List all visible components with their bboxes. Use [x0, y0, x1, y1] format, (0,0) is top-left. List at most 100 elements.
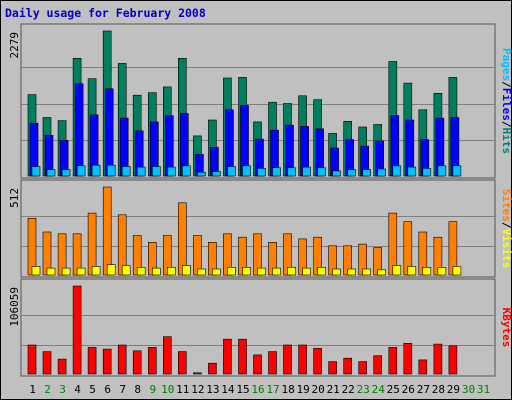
- x-tick-day-13: 13: [206, 383, 219, 396]
- bar-sites-day-7: [121, 265, 131, 276]
- x-tick-day-31: 31: [477, 383, 490, 396]
- bar-kbytes-day-5: [87, 347, 97, 375]
- x-tick-day-15: 15: [236, 383, 249, 396]
- bar-kbytes-day-7: [117, 344, 127, 375]
- x-tick-day-1: 1: [29, 383, 36, 396]
- legend-sites: Sites: [500, 189, 512, 222]
- x-tick-day-29: 29: [447, 383, 460, 396]
- x-tick-day-7: 7: [119, 383, 126, 396]
- pages-files-hits-ymax-label: 2279: [8, 32, 21, 59]
- bar-pages-day-11: [182, 165, 191, 177]
- bar-pages-day-25: [392, 165, 402, 177]
- bar-files-day-6: [104, 88, 114, 177]
- bar-kbytes-day-24: [373, 355, 383, 375]
- bar-kbytes-day-4: [72, 285, 82, 375]
- bar-kbytes-day-13: [208, 362, 217, 375]
- bar-pages-day-15: [242, 165, 251, 177]
- bar-pages-day-17: [272, 167, 281, 177]
- bar-sites-day-29: [452, 266, 462, 276]
- bar-pages-day-10: [167, 166, 176, 177]
- bar-pages-day-28: [437, 165, 447, 177]
- legend-hits: Hits: [500, 128, 512, 155]
- bar-sites-day-6: [106, 264, 116, 276]
- legend-kbytes: KBytes: [500, 308, 512, 348]
- visits-sites-ymax-label: 512: [8, 188, 21, 208]
- bar-pages-day-13: [212, 171, 221, 177]
- bar-visits-day-6: [102, 186, 112, 276]
- bar-pages-day-16: [257, 168, 266, 177]
- bar-sites-day-19: [302, 267, 311, 276]
- bar-pages-day-14: [227, 166, 236, 177]
- x-tick-day-8: 8: [134, 383, 141, 396]
- bar-sites-day-4: [76, 267, 86, 276]
- bar-sites-day-15: [242, 266, 251, 276]
- bar-pages-day-20: [317, 167, 326, 177]
- bar-pages-day-5: [91, 164, 101, 177]
- bar-kbytes-day-8: [132, 350, 142, 375]
- x-tick-day-4: 4: [74, 383, 81, 396]
- bar-kbytes-day-3: [57, 358, 67, 375]
- x-tick-day-26: 26: [402, 383, 415, 396]
- x-tick-day-27: 27: [417, 383, 430, 396]
- bar-kbytes-day-27: [418, 359, 428, 375]
- bar-kbytes-day-11: [178, 351, 187, 375]
- bar-sites-day-8: [136, 266, 146, 276]
- bar-pages-day-24: [377, 168, 387, 177]
- bar-sites-day-22: [347, 268, 357, 276]
- bar-pages-day-22: [347, 169, 357, 177]
- bar-sites-day-26: [407, 266, 417, 276]
- bar-kbytes-day-16: [253, 354, 262, 375]
- x-tick-day-19: 19: [296, 383, 309, 396]
- bar-kbytes-day-19: [298, 344, 307, 375]
- bar-pages-day-3: [61, 169, 71, 177]
- bar-sites-day-11: [182, 265, 191, 276]
- bar-files-day-4: [74, 83, 84, 177]
- bar-kbytes-day-15: [238, 338, 247, 375]
- x-tick-day-25: 25: [387, 383, 400, 396]
- x-tick-day-9: 9: [149, 383, 156, 396]
- bar-sites-day-12: [197, 268, 206, 276]
- x-tick-day-18: 18: [281, 383, 294, 396]
- bar-kbytes-day-21: [328, 361, 337, 375]
- bar-sites-day-14: [227, 266, 236, 276]
- bar-visits-day-5: [87, 212, 97, 276]
- bar-pages-day-6: [106, 164, 116, 177]
- bar-sites-day-9: [152, 267, 161, 276]
- bar-pages-day-2: [46, 169, 56, 177]
- bar-kbytes-day-23: [358, 361, 368, 375]
- bar-sites-day-27: [422, 266, 432, 276]
- bar-sites-day-1: [31, 266, 41, 276]
- legend-visits: Visits: [500, 229, 512, 269]
- x-tick-day-3: 3: [59, 383, 66, 396]
- bar-sites-day-2: [46, 267, 56, 276]
- bar-pages-day-21: [332, 170, 341, 177]
- bar-kbytes-day-9: [148, 347, 157, 375]
- chart-title: Daily usage for February 2008: [5, 6, 206, 20]
- kbytes-ymax-label: 106059: [8, 287, 21, 327]
- bar-sites-day-17: [272, 267, 281, 276]
- bar-kbytes-day-18: [283, 344, 292, 375]
- x-tick-day-22: 22: [342, 383, 355, 396]
- bar-kbytes-day-1: [27, 344, 37, 375]
- x-tick-day-2: 2: [44, 383, 51, 396]
- x-tick-day-24: 24: [372, 383, 386, 396]
- bar-pages-day-19: [302, 166, 311, 177]
- bar-pages-day-9: [152, 166, 161, 177]
- bar-kbytes-day-29: [448, 345, 458, 375]
- bar-kbytes-day-17: [268, 351, 277, 375]
- bar-kbytes-day-6: [102, 348, 112, 375]
- visits-sites-legend: Sites/Visits: [500, 189, 512, 269]
- x-tick-day-30: 30: [462, 383, 475, 396]
- bar-pages-day-8: [136, 166, 146, 177]
- pages-files-hits-legend: Pages/Files/Hits: [500, 48, 512, 154]
- x-tick-day-23: 23: [357, 383, 370, 396]
- x-tick-day-17: 17: [266, 383, 279, 396]
- bar-sites-day-10: [167, 266, 176, 276]
- bar-kbytes-day-26: [403, 342, 413, 375]
- x-tick-day-21: 21: [327, 383, 340, 396]
- bar-pages-day-12: [197, 171, 206, 177]
- bar-pages-day-23: [362, 169, 372, 177]
- x-tick-day-12: 12: [191, 383, 204, 396]
- bar-sites-day-23: [362, 268, 372, 276]
- bar-sites-day-3: [61, 267, 71, 276]
